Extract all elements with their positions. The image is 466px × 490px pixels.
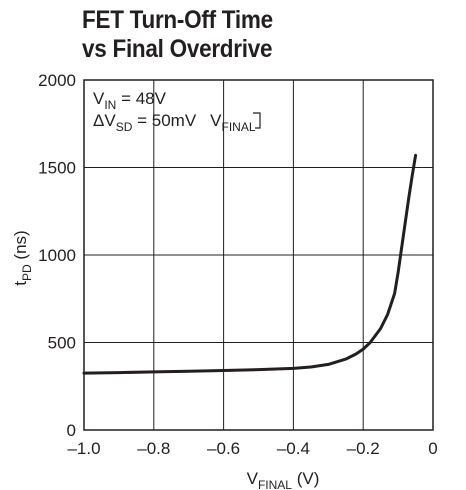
x-axis-label: VFINAL (V) (247, 469, 320, 490)
y-tick-label: 0 (67, 421, 76, 440)
y-tick-label: 500 (48, 334, 76, 353)
y-tick-label: 2000 (38, 71, 76, 90)
x-tick-label: –1.0 (67, 439, 100, 458)
grid-lines (84, 80, 433, 430)
annotation-delta-vsd: ΔVSD = 50mV VFINAL (93, 111, 256, 134)
y-axis-label: tPD (ns) (11, 230, 34, 285)
plot-frame (83, 79, 434, 431)
x-tick-label: –0.6 (207, 439, 240, 458)
annotation-vin: VIN = 48V (93, 89, 167, 112)
y-tick-label: 1500 (38, 159, 76, 178)
chart-title: FET Turn-Off Time vs Final Overdrive (82, 6, 273, 64)
x-tick-label: –0.8 (137, 439, 170, 458)
x-tick-label: 0 (428, 439, 437, 458)
x-tick-label: –0.2 (347, 439, 380, 458)
tick-labels: –1.0 –0.8 –0.6 –0.4 –0.2 0 0 500 1000 1500 2000 (38, 71, 438, 458)
x-tick-label: –0.4 (277, 439, 310, 458)
annotation-bracket (253, 112, 261, 129)
chart-title-line-1: FET Turn-Off Time (82, 6, 273, 34)
y-tick-label: 1000 (38, 246, 76, 265)
chart-title-line-2: vs Final Overdrive (82, 35, 273, 63)
series-line (82, 153, 418, 375)
